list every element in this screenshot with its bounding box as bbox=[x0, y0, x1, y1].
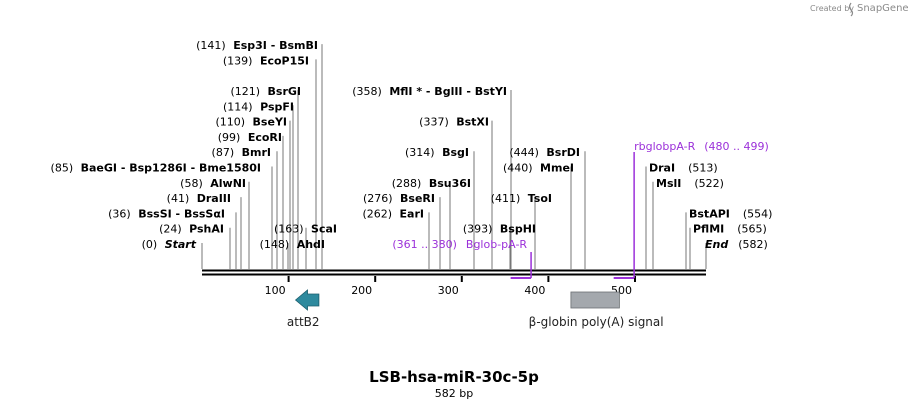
site-label-mmei[interactable]: (440) MmeI bbox=[503, 162, 574, 175]
site-label-ecori[interactable]: (99) EcoRI bbox=[218, 131, 282, 144]
site-label-pspfi[interactable]: (114) PspFI bbox=[223, 100, 294, 113]
site-label-esp3i[interactable]: (141) Esp3I - BsmBI bbox=[196, 39, 318, 52]
site-label-drai[interactable]: DraI (513) bbox=[649, 162, 718, 175]
site-label-bseyi[interactable]: (110) BseYI bbox=[215, 116, 287, 129]
site-label-bsphi[interactable]: (393) BspHI bbox=[463, 223, 536, 236]
site-label-bsgi[interactable]: (314) BsgI bbox=[405, 146, 469, 159]
site-label-baegi[interactable]: (85) BaeGI - Bsp1286I - Bme1580I bbox=[51, 162, 261, 175]
site-label-bsrdi[interactable]: (444) BsrDI bbox=[509, 146, 580, 159]
site-label-bsssi[interactable]: (36) BssSI - BssSαI bbox=[108, 207, 225, 220]
site-label-alwni[interactable]: (58) AlwNI bbox=[180, 177, 246, 190]
site-label-msli[interactable]: MslI (522) bbox=[656, 177, 724, 190]
feature-label-pa: β-globin poly(A) signal bbox=[529, 315, 664, 329]
site-label-bsrgi[interactable]: (121) BsrGI bbox=[230, 85, 301, 98]
site-label-tsoi[interactable]: (411) TsoI bbox=[491, 192, 552, 205]
primer-label-bglob[interactable]: (361 .. 380) Bglob-pA-R bbox=[392, 238, 527, 251]
map-title: LSB-hsa-miR-30c-5p bbox=[369, 368, 539, 386]
site-label-bsu36i[interactable]: (288) Bsu36I bbox=[392, 177, 471, 190]
site-label-bstapi[interactable]: BstAPI (554) bbox=[689, 207, 772, 220]
site-label-ecop15i[interactable]: (139) EcoP15I bbox=[223, 54, 309, 67]
credit-text: Created by bbox=[810, 4, 854, 13]
site-label-eari[interactable]: (262) EarI bbox=[362, 207, 424, 220]
feature-label-attb2: attB2 bbox=[287, 315, 320, 329]
feature-annotations: attB2 β-globin poly(A) signal bbox=[287, 289, 664, 329]
site-label-pshai[interactable]: (24) PshAI bbox=[159, 223, 224, 236]
site-leaders bbox=[201, 44, 707, 269]
site-label-scai[interactable]: (163) ScaI bbox=[274, 223, 337, 236]
snapgene-logo-icon bbox=[848, 2, 854, 17]
site-label-draiii[interactable]: (41) DraIII bbox=[167, 192, 231, 205]
site-label-ahdi[interactable]: (148) AhdI bbox=[260, 238, 325, 251]
ruler-tick-label: 300 bbox=[438, 284, 459, 297]
site-label-end[interactable]: End (582) bbox=[705, 238, 768, 251]
sequence-backbone bbox=[202, 269, 706, 276]
ruler-tick-label: 100 bbox=[265, 284, 286, 297]
ruler-tick-label: 400 bbox=[524, 284, 545, 297]
site-label-bstxi[interactable]: (337) BstXI bbox=[419, 116, 489, 129]
feature-arrow-attb2[interactable] bbox=[294, 289, 320, 311]
ruler-tick-label: 200 bbox=[351, 284, 372, 297]
feature-box-pa[interactable] bbox=[570, 291, 620, 309]
site-label-bseri[interactable]: (276) BseRI bbox=[363, 192, 435, 205]
site-label-pflmi[interactable]: PflMI (565) bbox=[693, 223, 767, 236]
primer-label-rbglob[interactable]: rbglobpA-R (480 .. 499) bbox=[634, 140, 769, 153]
brand-text: SnapGene bbox=[857, 3, 908, 14]
map-subtitle: 582 bp bbox=[435, 387, 473, 400]
site-label-bmri[interactable]: (87) BmrI bbox=[212, 146, 271, 159]
site-label-start[interactable]: (0) Start bbox=[142, 238, 197, 251]
site-label-mfli[interactable]: (358) MflI * - BglII - BstYI bbox=[352, 85, 507, 98]
site-labels: (0) Start (24) PshAI (36) BssSI - BssSαI (4… bbox=[51, 39, 773, 251]
primer-annotations: (361 .. 380) Bglob-pA-R rbglobpA-R (480 .. … bbox=[392, 140, 769, 279]
